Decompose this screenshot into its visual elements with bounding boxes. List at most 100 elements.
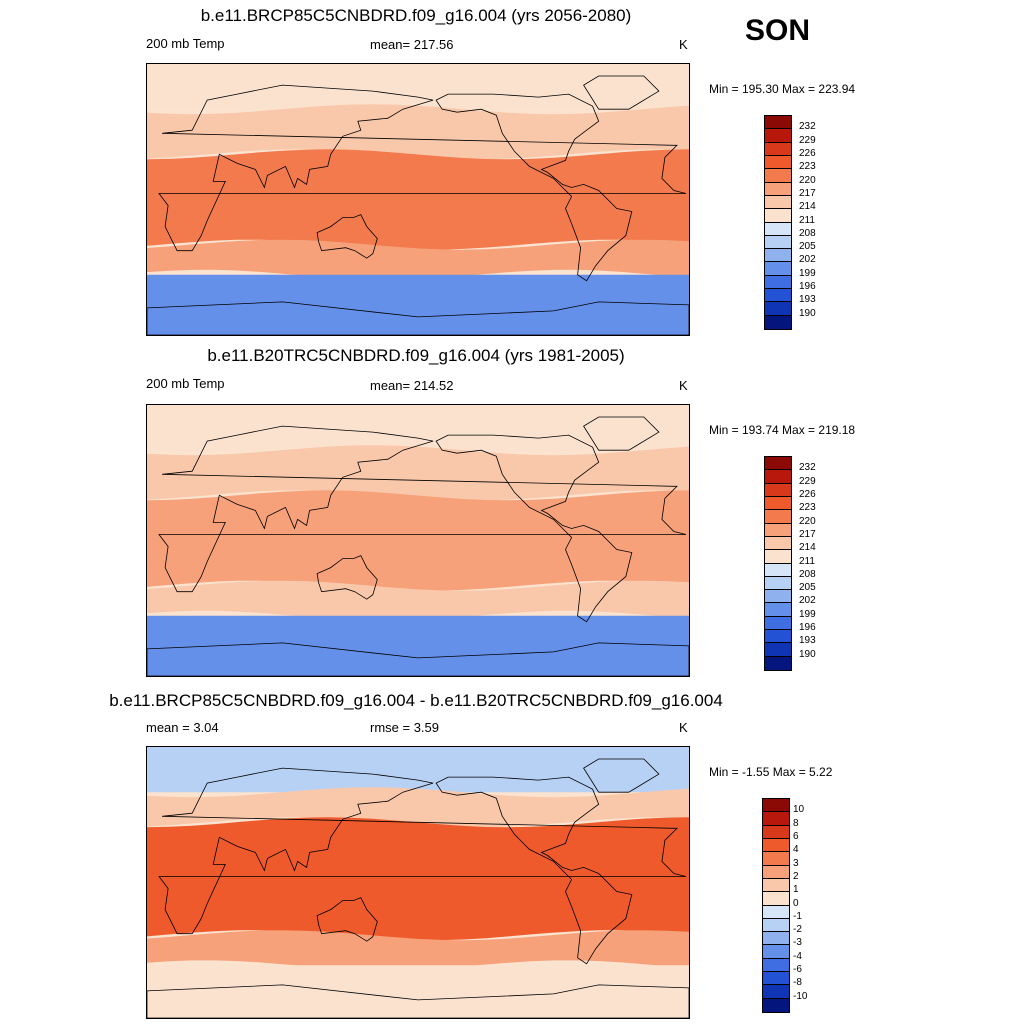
colorbar-tick-label: -8 <box>793 977 802 989</box>
contour-band <box>147 580 689 621</box>
colorbar-swatch <box>765 630 791 644</box>
colorbar-swatch <box>765 129 791 143</box>
contour-band <box>147 104 689 160</box>
contour-band <box>147 149 689 250</box>
colorbar-tick-label: 232 <box>799 121 816 133</box>
colorbar-swatch <box>763 799 789 813</box>
colorbar-tick-label: 1 <box>793 884 799 896</box>
colorbar-tick-label: 220 <box>799 174 816 186</box>
colorbar-tick-label: -2 <box>793 924 802 936</box>
panel-1-mean-label: mean= 217.56 <box>370 37 454 52</box>
colorbar-tick-label: 223 <box>799 502 816 514</box>
panel-3-units-label: K <box>679 720 688 735</box>
colorbar-swatch <box>765 315 791 329</box>
colorbar-tick-label: 199 <box>799 608 816 620</box>
colorbar-swatch <box>763 918 789 933</box>
colorbar-swatch <box>763 825 789 839</box>
coastline <box>158 425 687 593</box>
colorbar-swatch <box>763 958 789 973</box>
contour-band <box>147 965 689 1018</box>
colorbar-swatch <box>763 972 789 986</box>
contour-band <box>147 817 689 941</box>
panel-2-minmax-label: Min = 193.74 Max = 219.18 <box>709 423 856 437</box>
colorbar-tick-label: 232 <box>799 462 816 474</box>
colorbar-swatch <box>765 470 791 484</box>
colorbar-tick-label: 190 <box>799 307 816 319</box>
colorbar-tick-label: 196 <box>799 281 816 293</box>
colorbar-swatch <box>765 483 791 497</box>
colorbar-swatch <box>765 563 791 577</box>
colorbar-tick-label: 190 <box>799 648 816 660</box>
colorbar-tick-label: 193 <box>799 635 816 647</box>
colorbar-tick-label: 205 <box>799 582 816 594</box>
colorbar-tick-label: -6 <box>793 964 802 976</box>
panel-3-title: b.e11.BRCP85C5CNBDRD.f09_g16.004 - b.e11… <box>109 691 723 710</box>
colorbar-swatch <box>765 643 791 657</box>
colorbar-swatch <box>763 998 789 1012</box>
colorbar-swatch <box>763 865 789 879</box>
colorbar-tick-label: 8 <box>793 817 799 829</box>
colorbar-tick-label: 4 <box>793 844 799 856</box>
coastline <box>583 416 660 451</box>
colorbar-swatch <box>765 169 791 183</box>
colorbar-tick-label: 217 <box>799 528 816 540</box>
colorbar-tick-label: 226 <box>799 147 816 159</box>
colorbar-tick-label: 214 <box>799 542 816 554</box>
panel-2-colorbar <box>764 456 792 671</box>
colorbar-tick-label: 223 <box>799 161 816 173</box>
colorbar-swatch <box>765 550 791 564</box>
colorbar-swatch <box>765 249 791 263</box>
colorbar-swatch <box>765 222 791 236</box>
colorbar-tick-label: -1 <box>793 910 802 922</box>
colorbar-tick-label: -3 <box>793 937 802 949</box>
coastline <box>147 984 689 1018</box>
colorbar-swatch <box>763 945 789 959</box>
contour-band <box>147 405 689 451</box>
colorbar-tick-label: 202 <box>799 595 816 607</box>
coastline <box>583 75 660 110</box>
colorbar-swatch <box>765 536 791 551</box>
colorbar-swatch <box>765 182 791 196</box>
colorbar-swatch <box>765 275 791 290</box>
coastline <box>435 776 633 965</box>
colorbar-tick-label: 3 <box>793 857 799 869</box>
colorbar-swatch <box>765 262 791 276</box>
coastline <box>435 434 633 623</box>
colorbar-swatch <box>765 616 791 631</box>
colorbar-swatch <box>765 142 791 156</box>
coastline <box>316 555 378 600</box>
colorbar-swatch <box>765 302 791 316</box>
colorbar-swatch <box>765 457 791 471</box>
panel-3-minmax-label: Min = -1.55 Max = 5.22 <box>709 765 833 779</box>
contour-band <box>147 274 689 335</box>
colorbar-tick-label: 199 <box>799 267 816 279</box>
panel-3-colorbar <box>762 798 790 1013</box>
colorbar-swatch <box>765 523 791 537</box>
colorbar-swatch <box>765 510 791 524</box>
panel-1-contour-field <box>147 64 689 335</box>
coastline <box>316 897 378 942</box>
colorbar-tick-label: 2 <box>793 870 799 882</box>
panel-1-map <box>146 63 690 336</box>
panel-3-mean-label: mean = 3.04 <box>146 720 219 735</box>
colorbar-tick-label: 205 <box>799 241 816 253</box>
panel-3-rmse-label: rmse = 3.59 <box>370 720 440 735</box>
panel-2-mean-label: mean= 214.52 <box>370 378 454 393</box>
contour-band <box>147 490 689 591</box>
colorbar-swatch <box>763 932 789 946</box>
panel-2-units-label: K <box>679 378 688 393</box>
panel-2-title: b.e11.B20TRC5CNBDRD.f09_g16.004 (yrs 198… <box>207 346 625 365</box>
contour-band <box>147 445 689 501</box>
panel-1-minmax-label: Min = 195.30 Max = 223.94 <box>709 82 856 96</box>
colorbar-swatch <box>765 116 791 130</box>
colorbar-swatch <box>765 155 791 170</box>
coastline <box>158 84 687 252</box>
colorbar-tick-label: 226 <box>799 488 816 500</box>
colorbar-tick-label: 211 <box>799 214 815 226</box>
panel-3-contour-field <box>147 747 689 1018</box>
colorbar-swatch <box>765 576 791 591</box>
colorbar-swatch <box>765 656 791 670</box>
season-label: SON <box>745 14 811 47</box>
colorbar-tick-label: 196 <box>799 622 816 634</box>
coastline <box>435 93 633 282</box>
